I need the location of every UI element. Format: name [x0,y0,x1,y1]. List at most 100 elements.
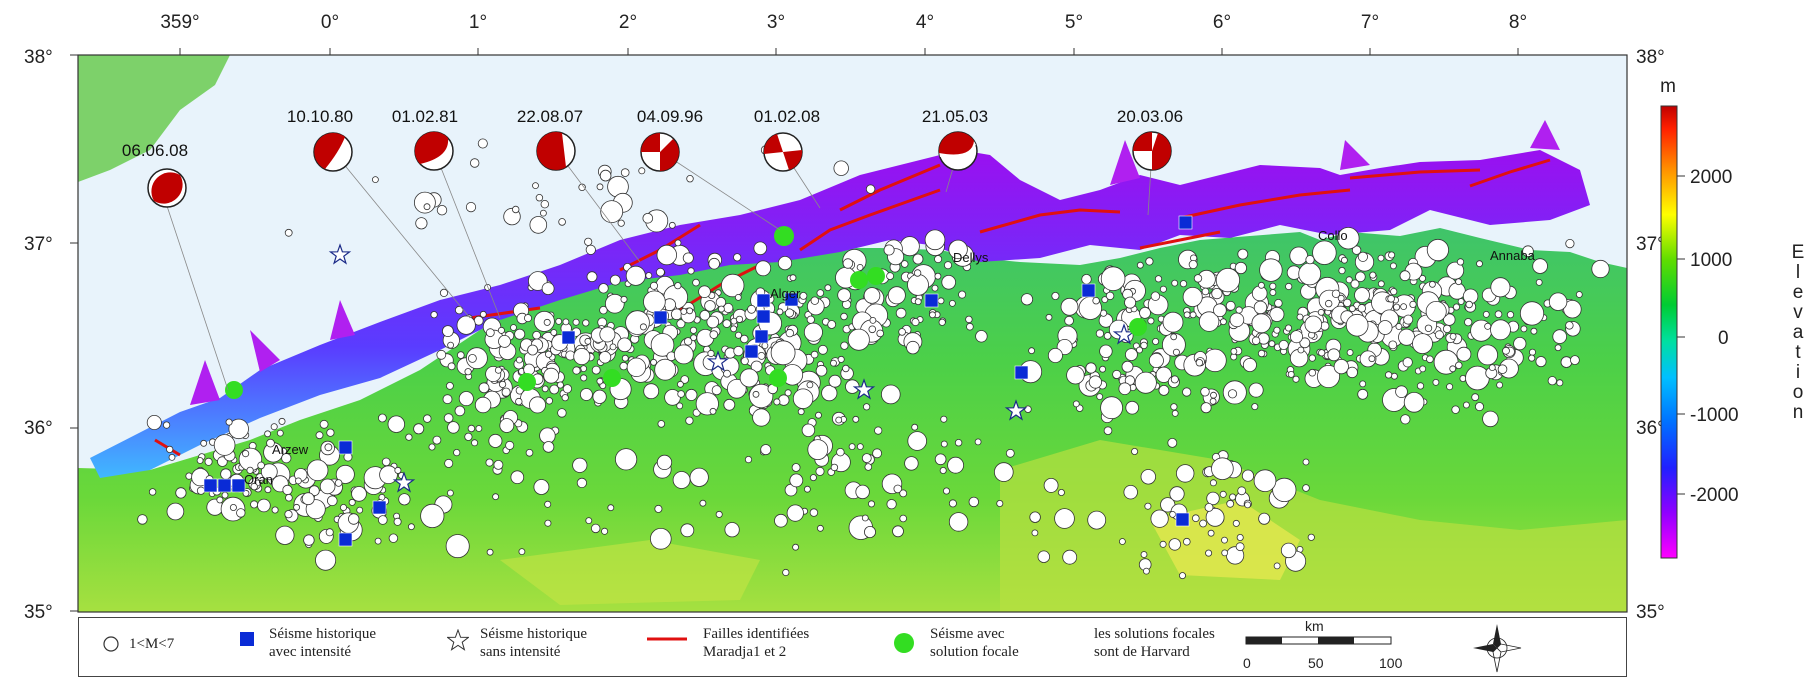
earthquake-circle [931,284,939,292]
earthquake-circle [943,487,951,495]
earthquake-circle [294,477,302,485]
earthquake-circle [326,495,338,507]
earthquake-circle [886,499,897,510]
earthquake-circle [1200,402,1212,414]
earthquake-circle [1425,300,1447,322]
earthquake-circle [880,384,901,405]
earthquake-circle [939,466,947,474]
earthquake-circle [724,522,740,538]
earthquake-circle [934,255,943,264]
lon-label-2: 2° [619,12,637,33]
earthquake-circle [486,548,494,556]
earthquake-circle [1390,262,1397,270]
earthquake-circle [654,358,677,381]
earthquake-circle [1388,251,1396,259]
earthquake-circle [465,347,488,370]
earthquake-circle [1226,499,1235,508]
earthquake-circle [656,267,665,277]
earthquake-circle [686,174,694,183]
earthquake-circle [1434,330,1444,340]
earthquake-circle [447,341,455,349]
focal-solution-quakes [225,226,1147,399]
earthquake-circle [1248,382,1264,398]
earthquake-circle [773,398,781,406]
earthquake-circle [596,377,604,385]
earthquake-circle [617,219,625,227]
earthquake-circle [1296,313,1304,321]
earthquake-circle [562,384,573,394]
earthquake-circle [856,263,864,271]
earthquake-circle [319,478,336,495]
legend-fault-label-2: Maradja1 et 2 [703,644,787,660]
earthquake-circle [1453,303,1461,311]
earthquake-circle [937,297,945,305]
earthquake-circle [809,508,819,517]
earthquake-circle [1357,304,1366,313]
earthquake-circle [801,423,816,438]
earthquake-circle [196,486,206,495]
earthquake-circle [405,433,413,441]
earthquake-circle [1259,258,1283,282]
earthquake-circle [674,282,682,290]
earthquake-circle [1096,393,1104,401]
earthquake-circle [1154,275,1163,283]
earthquake-circle [499,418,515,433]
earthquake-circle [377,515,388,525]
earthquake-circle [1496,381,1503,389]
earthquake-circle [677,390,685,398]
earthquake-circle [430,311,438,319]
earthquake-circle [776,308,784,316]
earthquake-circle [682,252,694,264]
earthquake-circle [815,466,825,476]
earthquake-circle [1354,287,1370,304]
earthquake-circle [1359,350,1377,368]
earthquake-circle [284,228,293,237]
earthquake-circle [815,411,822,419]
earthquake-circle [348,513,360,525]
historic-star [706,350,730,372]
earthquake-circle [677,380,684,388]
earthquake-circle [271,506,279,514]
earthquake-circle [166,502,185,521]
earthquake-circle [941,274,956,290]
earthquake-circle [1081,274,1092,285]
earthquake-circle [539,427,556,444]
earthquake-circle [847,328,870,351]
earthquake-circle [799,291,808,300]
earthquake-circle [1385,371,1393,379]
earthquake-circle [887,286,906,305]
earthquake-circle [715,510,723,518]
earthquake-circle [580,388,593,401]
earthquake-circle [398,493,411,506]
legend-green-label-2: solution focale [930,644,1019,660]
earthquake-circle [1219,490,1227,498]
earthquake-circle [260,463,278,481]
earthquake-circle [1159,285,1167,293]
earthquake-circle [1529,348,1537,356]
earthquake-circle [1209,479,1217,487]
earthquake-circle [1273,326,1281,334]
earthquake-circle [543,367,560,384]
earthquake-circle [1103,426,1113,436]
earthquake-circle [455,305,464,315]
earthquake-circle [1100,266,1126,292]
earthquake-circle [1121,360,1134,373]
earthquake-circle [1419,365,1427,373]
earthquake-circle [1029,511,1041,523]
earthquake-circle [1591,259,1610,279]
historic-star [328,243,352,265]
scale-tick-100: 100 [1379,655,1403,671]
colorbar-unit: m [1660,76,1676,97]
earthquake-circle [1416,382,1425,390]
earthquake-circle [975,330,988,343]
earthquake-circle [325,528,334,537]
earthquake-circle [137,514,148,525]
earthquake-circle [1305,255,1315,265]
earthquake-circle [1095,329,1105,338]
earthquake-circle [1432,378,1440,386]
earthquake-circle [689,467,709,487]
earthquake-circle [609,274,621,286]
earthquake-circle [1088,375,1103,389]
earthquake-circle [185,472,193,480]
